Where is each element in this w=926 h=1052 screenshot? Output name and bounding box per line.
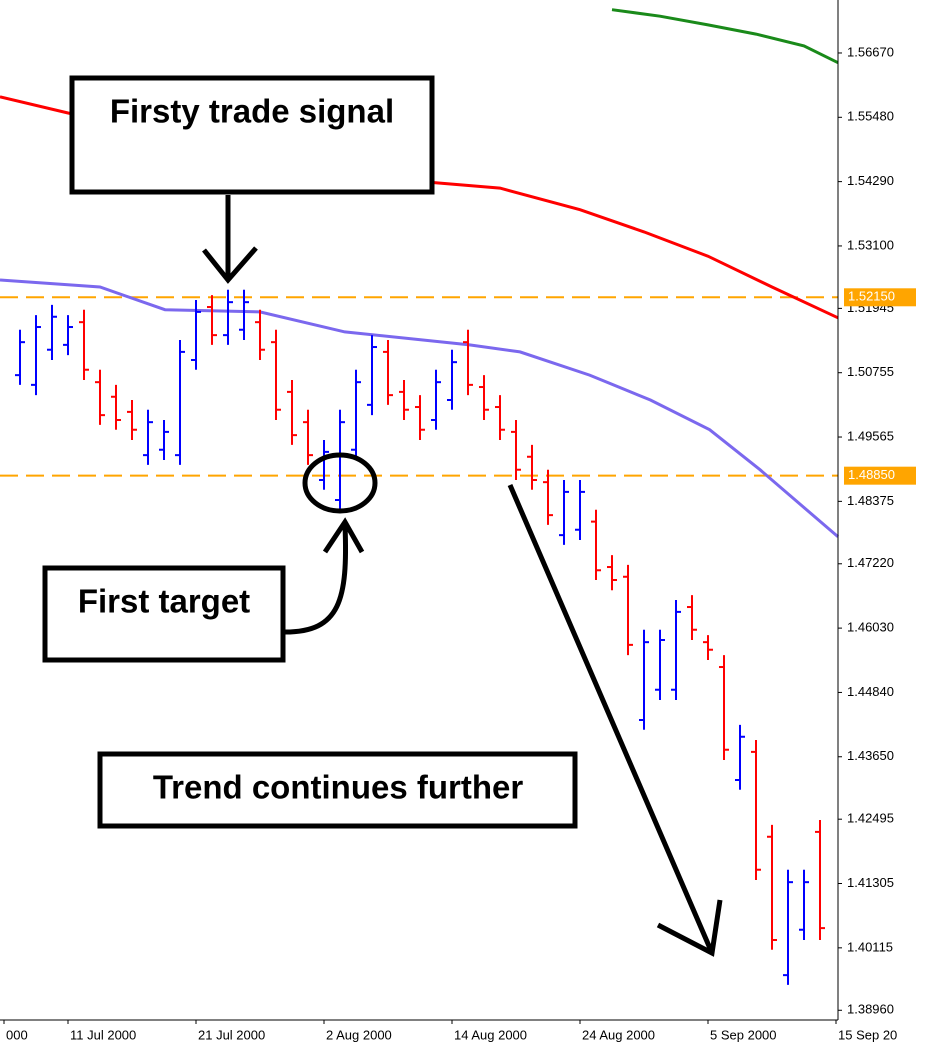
y-tick-label: 1.55480 xyxy=(847,109,894,124)
x-tick-label: 11 Jul 2000 xyxy=(70,1027,136,1042)
axis-background xyxy=(839,0,926,1052)
y-tick-label: 1.48375 xyxy=(847,493,894,508)
x-tick-label: 21 Jul 2000 xyxy=(198,1027,265,1042)
axis-background xyxy=(0,1021,926,1052)
annotation-box xyxy=(42,565,286,663)
level-tag xyxy=(844,466,916,485)
target-circle xyxy=(302,452,378,514)
y-tick-label: 1.54290 xyxy=(847,173,894,188)
x-tick-label: 2 Aug 2000 xyxy=(326,1027,392,1042)
y-tick-label: 1.49565 xyxy=(847,428,894,443)
annotation-text: Firsty trade signal xyxy=(110,93,394,130)
y-tick-label: 1.50755 xyxy=(847,364,894,379)
moving-average xyxy=(0,278,839,538)
y-tick-label: 1.44840 xyxy=(847,684,894,699)
x-tick-label: 5 Sep 2000 xyxy=(710,1027,777,1042)
x-tick-label: 24 Aug 2000 xyxy=(582,1027,655,1042)
level-label: 1.52150 xyxy=(848,289,895,304)
x-tick-label: 14 Aug 2000 xyxy=(454,1027,527,1042)
x-tick-label: 15 Sep 20 xyxy=(838,1027,897,1042)
moving-average xyxy=(611,8,839,65)
y-tick-label: 1.40115 xyxy=(847,939,893,954)
x-tick-label: 000 xyxy=(6,1027,28,1042)
y-tick-label: 1.38960 xyxy=(847,1002,894,1017)
y-tick-label: 1.56670 xyxy=(847,44,894,59)
arrow xyxy=(284,517,365,635)
annotation-box xyxy=(69,75,435,195)
annotation-text: Trend continues further xyxy=(153,769,524,806)
arrow xyxy=(507,484,723,957)
annotation-box xyxy=(97,751,578,829)
level-tag xyxy=(844,288,916,307)
arrow xyxy=(202,195,258,284)
y-tick-label: 1.42495 xyxy=(847,811,894,826)
annotations: Firsty trade signal First target Trend c… xyxy=(42,75,723,957)
y-tick-label: 1.43650 xyxy=(847,748,894,763)
y-tick-label: 1.53100 xyxy=(847,237,894,252)
annotation-text: First target xyxy=(78,583,250,620)
level-label: 1.48850 xyxy=(848,467,895,482)
y-tick-label: 1.46030 xyxy=(847,620,894,635)
y-tick-label: 1.41305 xyxy=(847,875,894,890)
y-tick-label: 1.47220 xyxy=(847,555,894,570)
